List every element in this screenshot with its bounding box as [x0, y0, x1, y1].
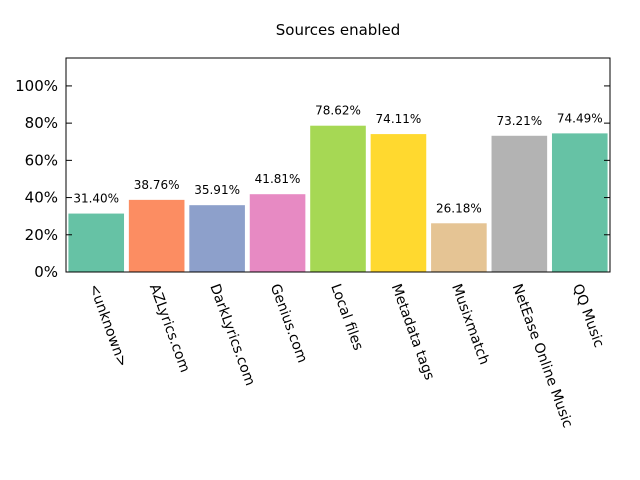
x-tick-label-7: NetEase Online Music — [509, 282, 576, 430]
bar-0 — [68, 213, 125, 272]
value-label-3: 41.81% — [255, 172, 301, 186]
bar-8 — [551, 133, 608, 272]
bar-3 — [249, 194, 306, 272]
y-tick-label-3: 60% — [25, 151, 58, 169]
x-tick-label-1: AZLyrics.com — [146, 282, 193, 375]
x-tick-label-8: QQ Music — [569, 282, 607, 350]
bars-group — [68, 125, 608, 272]
value-label-8: 74.49% — [557, 111, 603, 125]
bar-6 — [431, 223, 487, 272]
x-axis-labels: <unknown> AZLyrics.com DarkLyrics.com Geniu… — [85, 282, 606, 430]
x-tick-label-0: <unknown> — [85, 282, 130, 369]
plot-frame — [65, 57, 611, 273]
x-tick-label-6: Musixmatch — [448, 282, 492, 367]
bar-2 — [189, 205, 245, 272]
x-tick-label-3: Genius.com — [267, 282, 310, 365]
value-label-0: 31.40% — [73, 192, 119, 206]
y-tick-label-4: 80% — [25, 114, 58, 132]
x-tick-label-2: DarkLyrics.com — [206, 282, 258, 388]
y-axis-labels: 0% 20% 40% 60% 80% 100% — [15, 77, 610, 281]
bar-5 — [370, 134, 427, 272]
value-labels: 31.40% 38.76% 35.91% 41.81% 78.62% 74.11% 26.1… — [73, 104, 602, 216]
value-label-6: 26.18% — [436, 201, 482, 215]
bar-7 — [491, 135, 548, 272]
y-tick-label-5: 100% — [15, 77, 58, 95]
value-label-7: 73.21% — [496, 114, 542, 128]
value-label-2: 35.91% — [194, 183, 240, 197]
y-tick-label-1: 20% — [25, 226, 58, 244]
bar-1 — [128, 199, 185, 272]
value-label-1: 38.76% — [134, 178, 180, 192]
value-label-5: 74.11% — [376, 112, 422, 126]
chart-title: Sources enabled — [276, 21, 400, 39]
y-tick-label-2: 40% — [25, 189, 58, 207]
y-tick-label-0: 0% — [34, 263, 58, 281]
x-tick-label-4: Local files — [327, 282, 366, 353]
value-label-4: 78.62% — [315, 104, 361, 118]
x-tick-label-5: Metadata tags — [388, 282, 438, 382]
bar-4 — [310, 125, 366, 272]
